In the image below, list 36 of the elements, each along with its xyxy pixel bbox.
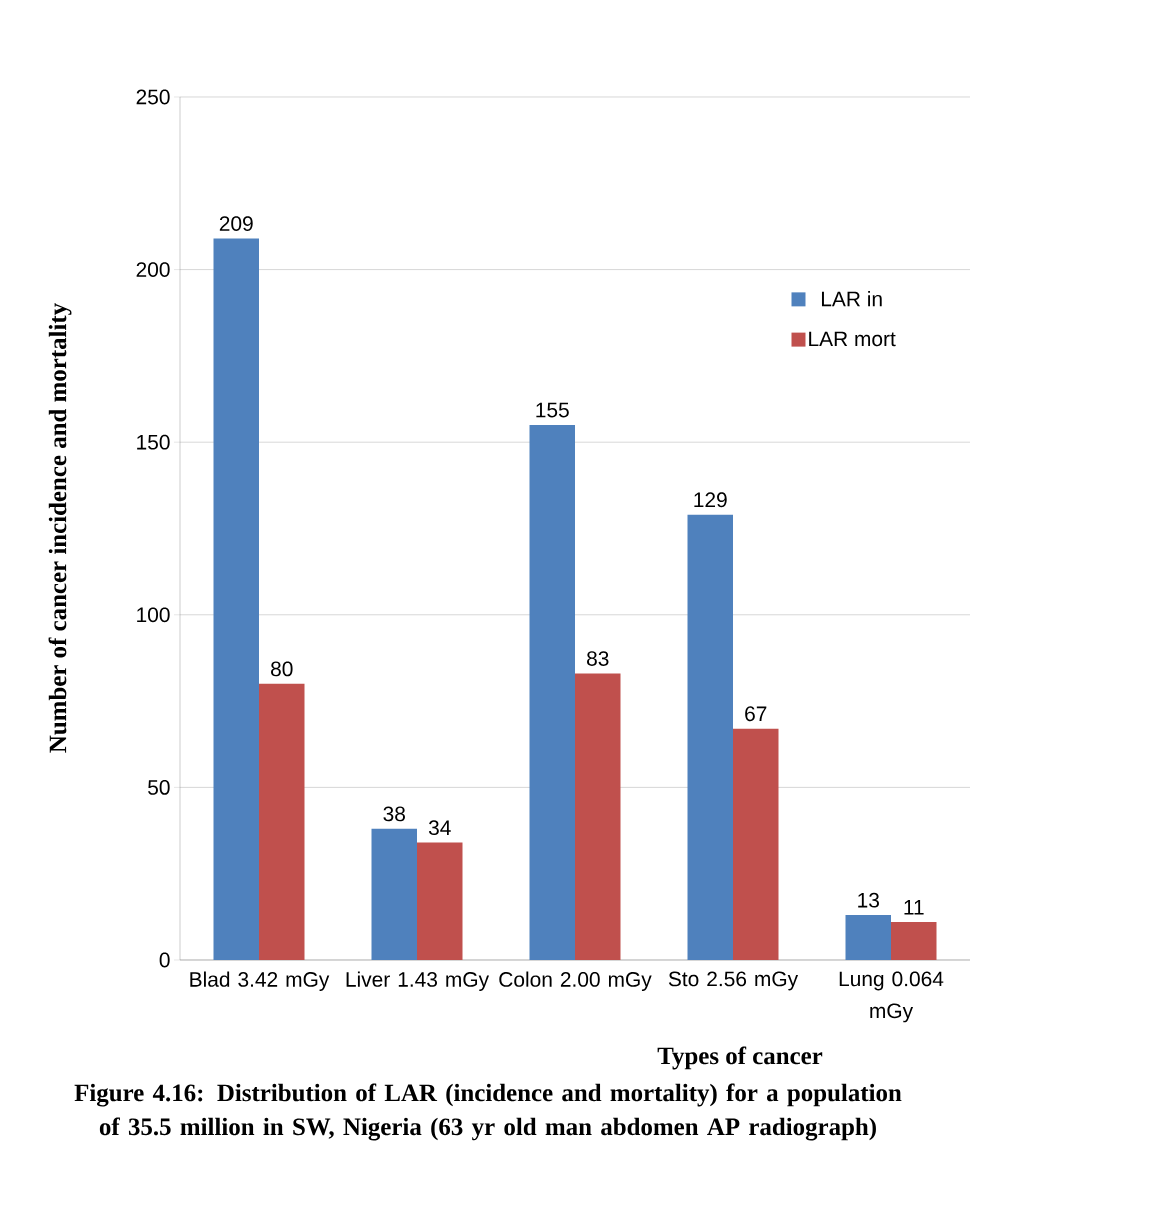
bar [371,828,417,960]
legend-label: LAR in [821,291,882,307]
x-tick-label: Sto 2.56 mGy [668,971,799,991]
y-tick-label: 100 [137,607,170,623]
x-tick-label: Blad 3.42 mGy [190,971,330,992]
x-tick-label: Lung 0.064 mGy [839,971,944,1023]
y-tick-label: 150 [137,434,170,450]
bar [575,673,621,960]
x-tick-label: Liver 1.43 mGy [346,971,490,992]
x-axis-title: Types of cancer [657,1046,823,1070]
y-tick-label: 50 [148,779,170,795]
bar [259,683,305,960]
y-tick-label: 200 [136,262,170,277]
bar [213,238,259,960]
data-label: 38 [383,806,405,822]
data-label: 80 [271,661,293,677]
caption: Figure 4.16: Distribution of LAR (incidence and mortality) for a population of 35.5 million in SW, Nigeria (63 yr old man abdomen AP radiograph) [74,1083,902,1141]
y-tick-label: 0 [159,952,170,968]
y-tick-label: 250 [136,89,170,105]
data-label: 67 [745,706,767,722]
y-axis-title: Number of cancer incidence and mortality [48,303,72,753]
data-label: 209 [219,216,253,231]
bar [417,842,463,960]
bar [529,424,576,960]
bar [891,922,937,960]
data-label: 11 [904,900,924,915]
x-tick-label: Colon 2.00 mGy [499,971,652,992]
bar [845,915,892,960]
data-label: 83 [587,651,609,666]
bar [733,728,779,960]
legend-label: LAR mort [809,331,896,347]
data-label: 129 [694,492,727,508]
data-label: 13 [858,892,879,908]
data-label: 34 [428,820,451,836]
data-label: 155 [536,402,569,418]
bar [687,514,733,960]
